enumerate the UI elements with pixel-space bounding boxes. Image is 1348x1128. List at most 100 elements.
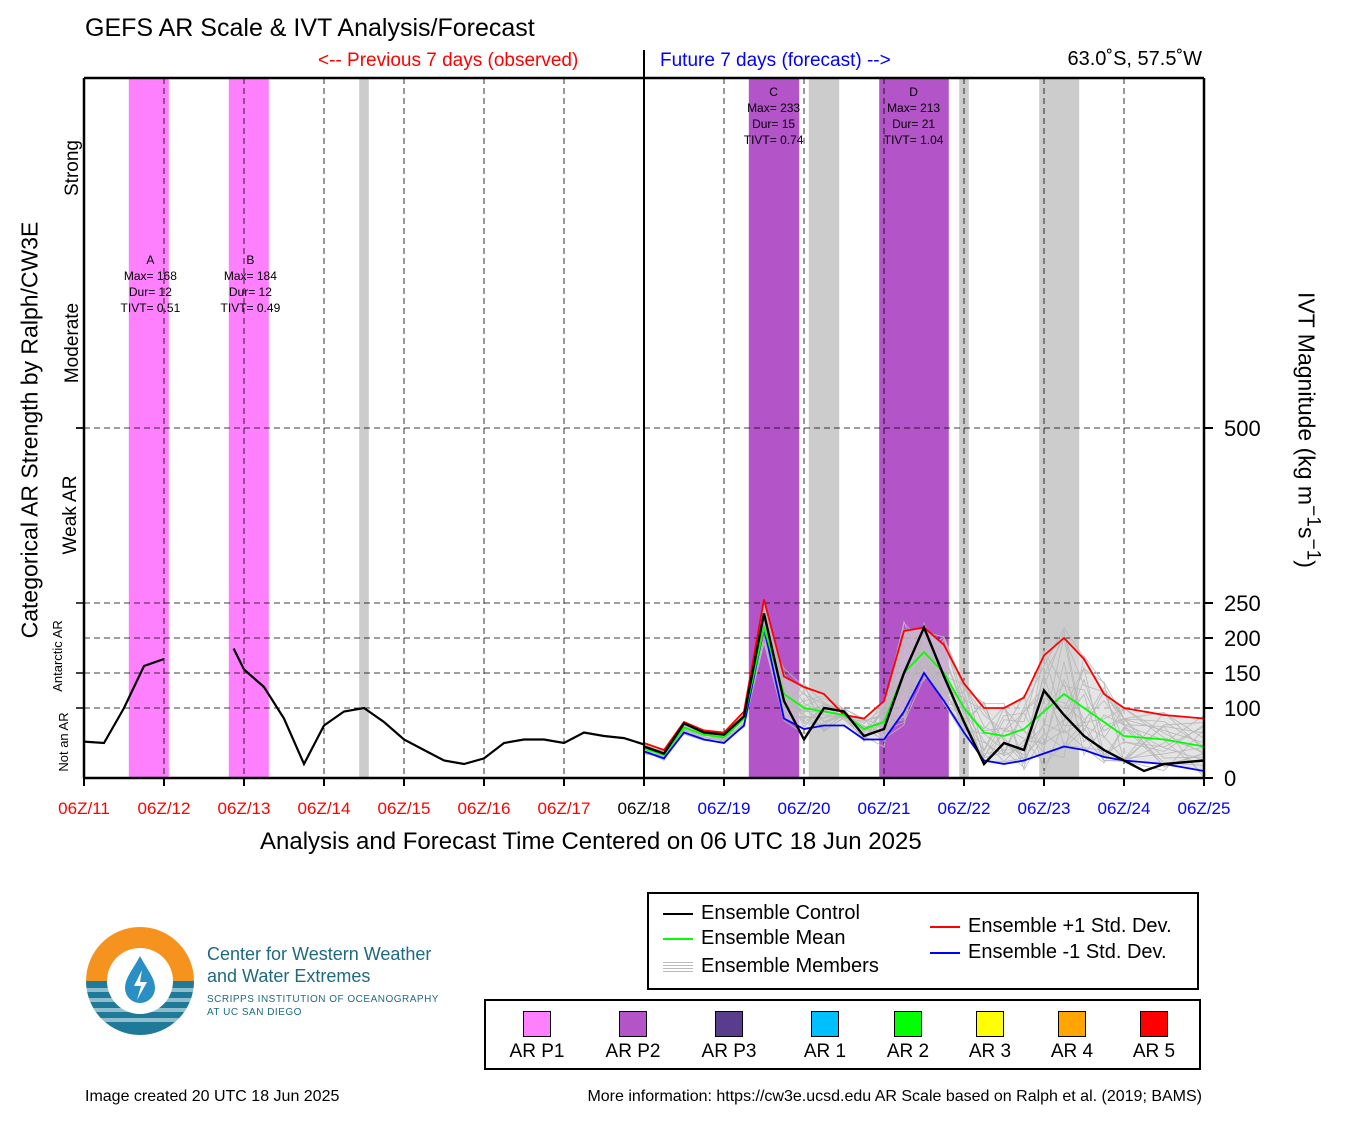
x-tick-label-11: 06Z/22 bbox=[938, 799, 991, 818]
scale-label-ar-p3: AR P3 bbox=[701, 1041, 757, 1062]
ivt-chart: 06Z/11 06Z/12 06Z/13 06Z/14 06Z/15 06Z/16 06Z/… bbox=[50, 50, 1261, 818]
y-tick-label-150: 150 bbox=[1224, 661, 1261, 686]
x-tick-label-5: 06Z/16 bbox=[458, 799, 511, 818]
legend-minus-std-label: Ensemble -1 Std. Dev. bbox=[968, 941, 1167, 963]
future-days-label: Future 7 days (forecast) --> bbox=[660, 50, 891, 71]
scale-label-ar-1: AR 1 bbox=[803, 1041, 847, 1062]
legend-mean-label: Ensemble Mean bbox=[701, 927, 846, 949]
x-tick-label-2: 06Z/13 bbox=[218, 799, 271, 818]
x-tick-label-6: 06Z/17 bbox=[538, 799, 591, 818]
x-tick-label-7: 06Z/18 bbox=[618, 799, 671, 818]
ensemble-spread bbox=[644, 599, 1204, 771]
category-label-2: Weak AR bbox=[60, 476, 81, 555]
scale-item-ar-5: AR 5 bbox=[1113, 1011, 1195, 1063]
x-tick-label-3: 06Z/14 bbox=[298, 799, 351, 818]
scale-item-ar-p3: AR P3 bbox=[688, 1011, 770, 1063]
legend-control: Ensemble Control bbox=[663, 902, 860, 925]
scale-swatch-ar-p3 bbox=[715, 1011, 743, 1037]
chart-title: GEFS AR Scale & IVT Analysis/Forecast bbox=[85, 14, 535, 42]
x-tick-label-1: 06Z/12 bbox=[138, 799, 191, 818]
scale-label-ar-p1: AR P1 bbox=[509, 1041, 565, 1062]
legend-control-label: Ensemble Control bbox=[701, 902, 860, 924]
x-tick-label-14: 06Z/25 bbox=[1178, 799, 1231, 818]
logo-line4: AT UC SAN DIEGO bbox=[207, 1007, 302, 1018]
scale-item-ar-3: AR 3 bbox=[949, 1011, 1031, 1063]
scale-label-ar-2: AR 2 bbox=[886, 1041, 930, 1062]
event-c-line-0: C bbox=[769, 85, 778, 99]
logo-line2: and Water Extremes bbox=[207, 966, 371, 986]
event-b-line-3: TIVT= 0.49 bbox=[221, 301, 281, 315]
x-tick-label-9: 06Z/20 bbox=[778, 799, 831, 818]
series-ensemble-control bbox=[643, 613, 1205, 773]
scale-item-ar-p2: AR P2 bbox=[592, 1011, 674, 1063]
series-ensemble-1-std-dev- bbox=[643, 599, 1205, 752]
series-ensemble-1-std-dev- bbox=[643, 627, 1205, 772]
legend-minus-std: Ensemble -1 Std. Dev. bbox=[930, 941, 1167, 964]
ensemble-member-17 bbox=[643, 609, 1205, 779]
legend-members-swatch bbox=[663, 961, 693, 972]
category-label-4: Strong bbox=[62, 140, 83, 196]
event-b-line-0: B bbox=[246, 253, 254, 267]
scale-label-ar-5: AR 5 bbox=[1132, 1041, 1176, 1062]
x-tick-label-8: 06Z/19 bbox=[698, 799, 751, 818]
event-a-line-2: Dur= 12 bbox=[129, 285, 172, 299]
y-tick-label-0: 0 bbox=[1224, 766, 1236, 791]
event-d-line-1: Max= 213 bbox=[887, 101, 940, 115]
series-legend: Ensemble Control Ensemble Mean Ensemble … bbox=[647, 892, 1199, 990]
x-tick-label-10: 06Z/21 bbox=[858, 799, 911, 818]
logo-line3: SCRIPPS INSTITUTION OF OCEANOGRAPHY bbox=[207, 994, 439, 1005]
ar-scale-legend: AR P1 AR P2 AR P3 AR 1 AR 2 AR 3 AR 4 AR… bbox=[484, 999, 1201, 1070]
cw3e-logo-icon bbox=[86, 927, 194, 1035]
y-tick-label-200: 200 bbox=[1224, 626, 1261, 651]
image-created-text: Image created 20 UTC 18 Jun 2025 bbox=[85, 1088, 340, 1105]
observed-line-1 bbox=[232, 648, 645, 767]
scale-label-ar-4: AR 4 bbox=[1050, 1041, 1094, 1062]
event-a-line-0: A bbox=[146, 253, 154, 267]
event-b-line-1: Max= 184 bbox=[224, 269, 277, 283]
event-c-line-1: Max= 233 bbox=[747, 101, 800, 115]
scale-item-ar-p1: AR P1 bbox=[496, 1011, 578, 1063]
category-label-3: Moderate bbox=[62, 303, 83, 383]
scale-swatch-ar-5 bbox=[1140, 1011, 1168, 1037]
x-tick-label-12: 06Z/23 bbox=[1018, 799, 1071, 818]
scale-swatch-ar-p1 bbox=[523, 1011, 551, 1037]
y-tick-label-500: 500 bbox=[1224, 416, 1261, 441]
legend-mean: Ensemble Mean bbox=[663, 927, 846, 950]
cw3e-logo bbox=[85, 926, 195, 1036]
scale-item-ar-1: AR 1 bbox=[784, 1011, 866, 1063]
legend-plus-std: Ensemble +1 Std. Dev. bbox=[930, 915, 1172, 938]
event-a-line-3: TIVT= 0.51 bbox=[121, 301, 181, 315]
logo-name: Center for Western Weather and Water Ext… bbox=[207, 943, 431, 987]
x-axis-label: Analysis and Forecast Time Centered on 0… bbox=[260, 828, 922, 855]
y-tick-label-250: 250 bbox=[1224, 591, 1261, 616]
legend-plus-std-label: Ensemble +1 Std. Dev. bbox=[968, 915, 1172, 937]
scale-item-ar-2: AR 2 bbox=[867, 1011, 949, 1063]
legend-minus-std-swatch bbox=[930, 951, 960, 954]
more-info-text: More information: https://cw3e.ucsd.edu … bbox=[587, 1088, 1202, 1105]
logo-subtitle: SCRIPPS INSTITUTION OF OCEANOGRAPHY AT U… bbox=[207, 993, 439, 1019]
event-d-line-2: Dur= 21 bbox=[892, 117, 935, 131]
event-c-line-3: TIVT= 0.74 bbox=[744, 133, 804, 147]
location-label: 63.0˚S, 57.5˚W bbox=[1067, 48, 1202, 70]
scale-swatch-ar-p2 bbox=[619, 1011, 647, 1037]
observed-line-0 bbox=[83, 657, 165, 745]
legend-members-label: Ensemble Members bbox=[701, 955, 879, 977]
y-axis-right-label: IVT Magnitude (kg m−1s−1) bbox=[1293, 292, 1324, 568]
scale-swatch-ar-2 bbox=[894, 1011, 922, 1037]
y-axis-left-label: Categorical AR Strength by Ralph/CW3E bbox=[16, 221, 43, 639]
category-label-1: Antarctic AR bbox=[50, 620, 65, 692]
legend-control-swatch bbox=[663, 912, 693, 915]
event-b-line-2: Dur= 12 bbox=[229, 285, 272, 299]
event-d-line-3: TIVT= 1.04 bbox=[884, 133, 944, 147]
event-d-line-0: D bbox=[909, 85, 918, 99]
event-a-line-1: Max= 168 bbox=[124, 269, 177, 283]
scale-item-ar-4: AR 4 bbox=[1031, 1011, 1113, 1063]
scale-swatch-ar-3 bbox=[976, 1011, 1004, 1037]
legend-mean-swatch bbox=[663, 937, 693, 940]
x-tick-label-4: 06Z/15 bbox=[378, 799, 431, 818]
y-tick-label-100: 100 bbox=[1224, 696, 1261, 721]
previous-days-label: <-- Previous 7 days (observed) bbox=[318, 50, 579, 71]
scale-label-ar-3: AR 3 bbox=[968, 1041, 1012, 1062]
scale-swatch-ar-4 bbox=[1058, 1011, 1086, 1037]
x-tick-label-0: 06Z/11 bbox=[58, 799, 110, 818]
